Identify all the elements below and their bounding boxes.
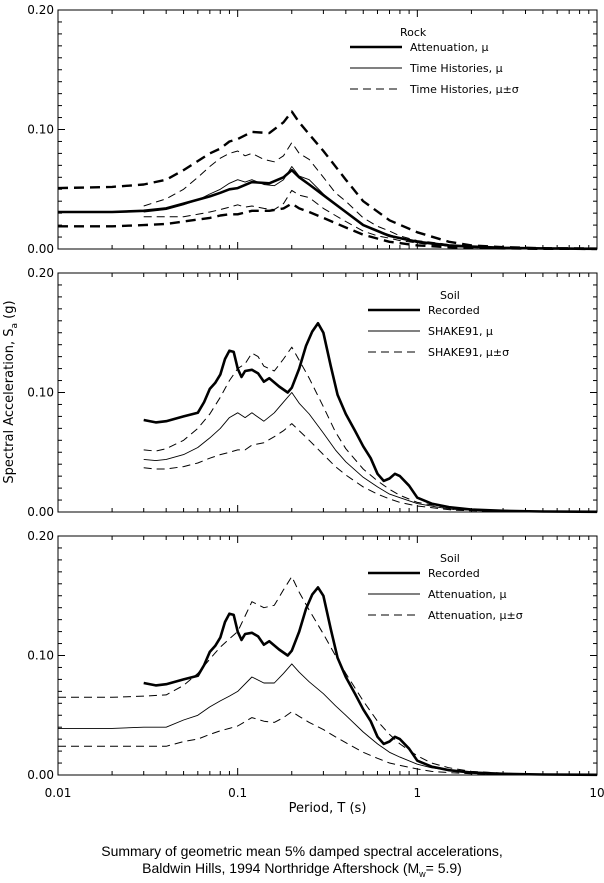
caption-line-1: Summary of geometric mean 5% damped spec… — [101, 843, 503, 859]
legend-label: Recorded — [428, 304, 480, 317]
panel-2: 0.00 0.10 0.20 Soil Recorded SHAKE91, μ SHAKE9… — [27, 266, 598, 519]
series-line — [143, 321, 598, 514]
y-axis-label-sub: a — [10, 323, 20, 329]
caption-line-2-prefix: Baldwin Hills, 1994 Northridge Aftershoc… — [142, 860, 420, 876]
y-tick-label: 0.00 — [27, 242, 54, 256]
y-tick-label: 0.20 — [27, 529, 54, 543]
series-line — [58, 711, 598, 776]
legend-label: Recorded — [428, 567, 480, 580]
legend-title: Soil — [440, 552, 460, 565]
series-line — [58, 168, 598, 251]
series-line — [143, 423, 598, 513]
panel-frame — [57, 535, 598, 776]
legend-label: Attenuation, μ — [428, 588, 506, 601]
y-axis-label: Spectral Acceleration, Sa (g) — [2, 300, 20, 483]
y-axis-label-prefix: Spectral Acceleration, S — [2, 328, 17, 483]
panel-3: 0.00 0.10 0.20 Soil Recorded Attenuation, μ At… — [27, 529, 604, 800]
x-tick-label: 0.01 — [45, 786, 72, 800]
x-tick-label: 10 — [589, 786, 604, 800]
series-line — [58, 663, 598, 776]
y-axis-label-suffix: (g) — [2, 300, 17, 323]
series-line — [143, 166, 598, 250]
panel-frame — [57, 272, 598, 513]
caption-line-2-sub: w — [419, 868, 426, 879]
y-tick-label: 0.10 — [27, 386, 54, 400]
x-tick-label: 1 — [414, 786, 422, 800]
legend-title: Rock — [400, 26, 427, 39]
series-line — [57, 110, 598, 250]
series-line — [143, 142, 598, 250]
caption-line-2: Baldwin Hills, 1994 Northridge Aftershoc… — [0, 860, 604, 883]
legend-label: Time Histories, μ±σ — [409, 83, 519, 96]
series-line — [58, 202, 598, 251]
legend-label: Attenuation, μ±σ — [428, 609, 523, 622]
legend-label: Time Histories, μ — [409, 62, 503, 75]
legend-label: SHAKE91, μ±σ — [428, 346, 509, 359]
series-line — [143, 392, 598, 513]
panel-frame — [57, 9, 598, 250]
y-tick-label: 0.10 — [27, 123, 54, 137]
caption-line-2-suffix: = 5.9) — [425, 860, 462, 876]
legend-title: Soil — [440, 289, 460, 302]
x-axis-label: Period, T (s) — [289, 801, 367, 816]
series-line — [58, 576, 598, 776]
panel-1: 0.00 0.10 0.20 Rock Attenuation, μ Time Histo… — [27, 3, 598, 256]
y-tick-label: 0.00 — [27, 768, 54, 782]
y-tick-label: 0.00 — [27, 505, 54, 519]
y-tick-label: 0.20 — [27, 266, 54, 280]
series-line — [143, 189, 598, 250]
x-tick-label: 0.1 — [228, 786, 247, 800]
y-tick-label: 0.20 — [27, 3, 54, 17]
y-tick-label: 0.10 — [27, 649, 54, 663]
series-line — [143, 586, 598, 777]
legend-label: SHAKE91, μ — [428, 325, 493, 338]
legend-label: Attenuation, μ — [410, 41, 488, 54]
series-line — [143, 346, 598, 513]
